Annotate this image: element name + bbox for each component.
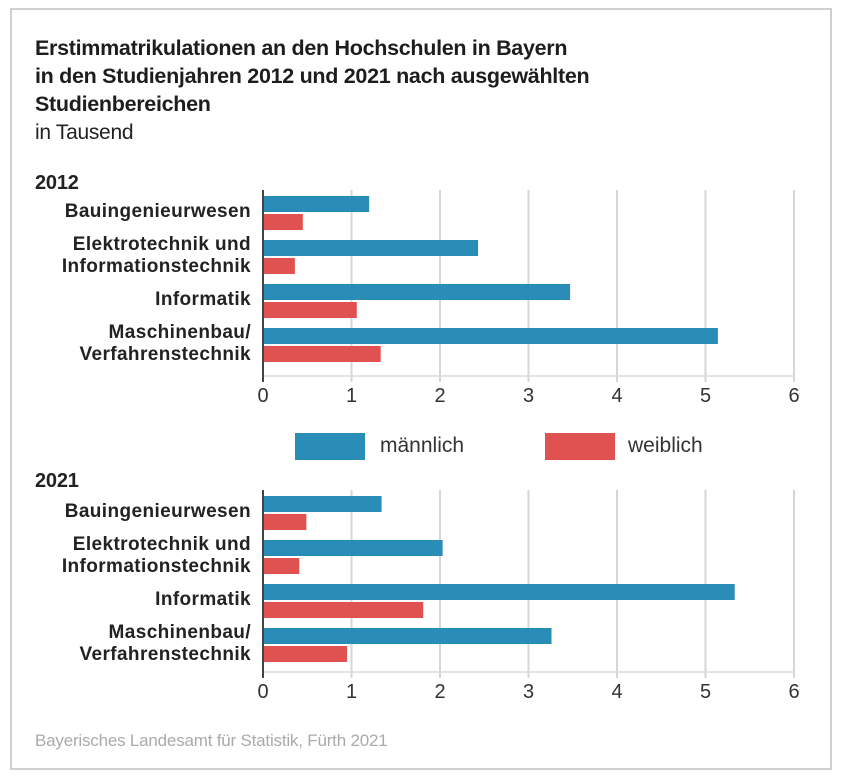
x-tick-label: 5: [700, 681, 711, 703]
chart-subtitle: in Tausend: [35, 121, 134, 144]
x-tick-label: 6: [788, 681, 799, 703]
category-label-line: Bauingenieurwesen: [64, 201, 251, 222]
x-tick-label: 5: [700, 385, 711, 407]
panel-year-2012: 2012: [35, 172, 79, 194]
category-label: Bauingenieurwesen: [65, 201, 251, 223]
x-tick-label: 0: [257, 681, 268, 703]
category-label-line: Informationstechnik: [61, 256, 251, 277]
category-label: Elektrotechnik und Informationstechnik: [62, 234, 251, 278]
chart-title-line: in den Studienjahren 2012 und 2021 nach …: [35, 64, 590, 88]
x-tick-label: 3: [523, 681, 534, 703]
bar-2012-weiblich: [263, 258, 295, 274]
category-label-line: Maschinenbau/: [108, 622, 251, 643]
category-label-line: Verfahrenstechnik: [79, 644, 251, 665]
x-tick-label: 1: [346, 681, 357, 703]
category-label-line: Elektrotechnik und: [72, 234, 251, 255]
x-tick-label: 4: [611, 385, 622, 407]
x-tick-label: 2: [434, 385, 445, 407]
category-label-line: Informatik: [155, 289, 251, 310]
category-label-line: Verfahrenstechnik: [79, 344, 251, 365]
bar-2021-maennlich: [263, 540, 443, 556]
legend-swatch-maennlich: [295, 433, 365, 460]
chart-title-line: Erstimmatrikulationen an den Hochschulen…: [35, 36, 568, 60]
category-label-line: Elektrotechnik und: [72, 534, 251, 555]
bar-2021-weiblich: [263, 514, 307, 530]
x-tick-label: 0: [257, 385, 268, 407]
category-label-line: Informationstechnik: [61, 556, 251, 577]
category-label: Informatik: [155, 289, 251, 311]
bar-2021-maennlich: [263, 496, 382, 512]
bar-2012-maennlich: [263, 284, 571, 300]
bar-2012-weiblich: [263, 214, 303, 230]
legend-label-weiblich: weiblich: [628, 434, 703, 457]
x-tick-label: 3: [523, 385, 534, 407]
source-note: Bayerisches Landesamt für Statistik, Für…: [35, 731, 388, 750]
category-label: Maschinenbau/Verfahrenstechnik: [79, 322, 251, 366]
x-tick-label: 2: [434, 681, 445, 703]
legend-label-maennlich: männlich: [380, 434, 465, 457]
category-label: Informatik: [155, 589, 251, 611]
x-tick-label: 1: [346, 385, 357, 407]
category-label-line: Bauingenieurwesen: [64, 501, 251, 522]
category-label: Elektrotechnik und Informationstechnik: [62, 534, 251, 578]
bar-2012-maennlich: [263, 196, 370, 212]
x-tick-label: 4: [611, 681, 622, 703]
chart-title-line: Studienbereichen: [35, 92, 211, 116]
bar-2021-maennlich: [263, 584, 735, 600]
bar-2012-weiblich: [263, 346, 381, 362]
category-label-line: Maschinenbau/: [108, 322, 251, 343]
bar-2012-maennlich: [263, 328, 718, 344]
bar-2021-weiblich: [263, 602, 424, 618]
bar-2021-weiblich: [263, 646, 348, 662]
category-label: Bauingenieurwesen: [65, 501, 251, 523]
category-label: Maschinenbau/Verfahrenstechnik: [79, 622, 251, 666]
panel-year-2021: 2021: [35, 470, 79, 492]
bar-2012-maennlich: [263, 240, 479, 256]
bar-2021-maennlich: [263, 628, 552, 644]
legend-swatch-weiblich: [545, 433, 615, 460]
x-tick-label: 6: [788, 385, 799, 407]
chart-title: Erstimmatrikulationen an den Hochschulen…: [35, 34, 795, 118]
bar-2021-weiblich: [263, 558, 300, 574]
bar-2012-weiblich: [263, 302, 357, 318]
category-label-line: Informatik: [155, 589, 251, 610]
